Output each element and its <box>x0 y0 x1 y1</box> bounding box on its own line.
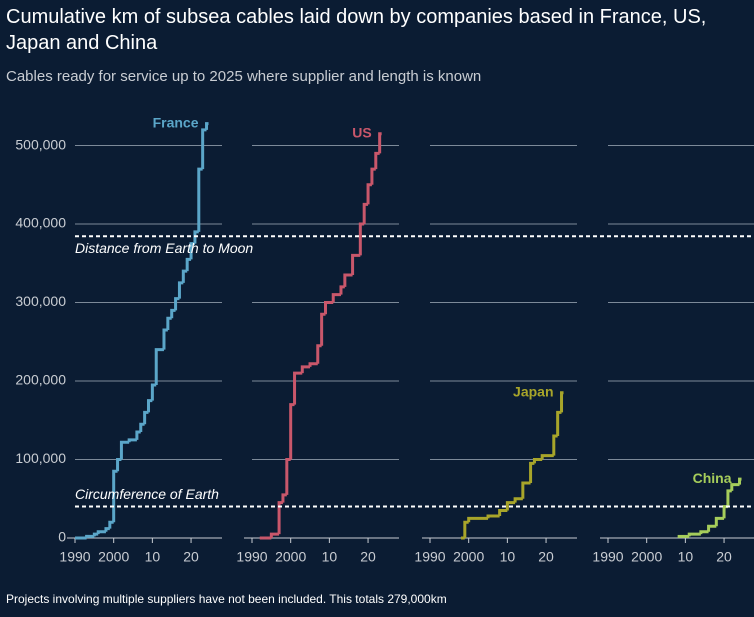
x-tick-label: 2000 <box>453 549 484 565</box>
step-segment <box>552 434 558 456</box>
step-segment <box>331 293 341 303</box>
y-tick-label: 300,000 <box>15 293 66 309</box>
step-segment <box>362 202 369 225</box>
step-segment <box>139 422 145 433</box>
step-segment <box>127 438 137 443</box>
x-tick-label: 10 <box>145 549 161 565</box>
step-segment <box>316 344 322 364</box>
step-segment <box>540 454 554 460</box>
x-tick-label: 1990 <box>236 549 267 565</box>
x-tick-label: 2000 <box>631 549 662 565</box>
x-tick-label: 2000 <box>98 549 129 565</box>
step-segment <box>154 348 164 385</box>
step-segment <box>374 151 380 170</box>
annotation-label: Distance from Earth to Moon <box>75 240 253 256</box>
x-tick-label: 1990 <box>592 549 623 565</box>
step-segment <box>135 430 141 440</box>
series-label: US <box>352 124 371 140</box>
x-tick-label: 20 <box>716 549 732 565</box>
step-segment <box>170 308 176 319</box>
step-segment <box>738 477 742 485</box>
chart-subtitle: Cables ready for service up to 2025 wher… <box>6 68 482 85</box>
step-segment <box>505 501 516 511</box>
step-segment <box>293 371 303 405</box>
step-segment <box>104 527 110 532</box>
x-tick-label: 20 <box>538 549 554 565</box>
step-segment <box>714 516 725 527</box>
step-segment <box>486 514 500 519</box>
step-segment <box>108 520 114 529</box>
step-segment <box>339 285 345 295</box>
footnote: Projects involving multiple suppliers ha… <box>6 592 447 606</box>
step-segment <box>96 530 106 535</box>
x-tick-label: 1990 <box>59 549 90 565</box>
step-segment <box>498 509 508 517</box>
step-segment <box>201 128 207 170</box>
step-segment <box>463 520 469 538</box>
step-segment <box>185 257 192 272</box>
step-segment <box>560 391 564 413</box>
step-segment <box>119 440 130 460</box>
y-tick-label: 0 <box>58 529 66 545</box>
step-segment <box>197 167 203 232</box>
series-label: China <box>693 470 732 486</box>
step-segment <box>300 365 311 374</box>
step-segment <box>366 183 372 205</box>
step-segment <box>513 497 523 503</box>
series-label: Japan <box>513 383 553 399</box>
annotation-label: Circumference of Earth <box>75 486 219 502</box>
step-segment <box>193 230 199 244</box>
step-segment <box>378 132 382 154</box>
step-segment <box>205 122 209 130</box>
step-segment <box>181 269 188 283</box>
step-segment <box>529 461 535 484</box>
x-tick-label: 10 <box>322 549 338 565</box>
step-segment <box>467 516 489 523</box>
step-segment <box>150 383 157 401</box>
x-tick-label: 10 <box>500 549 516 565</box>
x-tick-label: 2000 <box>275 549 306 565</box>
step-segment <box>351 253 361 276</box>
step-segment <box>722 505 728 519</box>
step-segment <box>285 458 291 495</box>
step-segment <box>289 403 295 460</box>
step-segment <box>343 273 353 287</box>
step-segment <box>707 524 717 532</box>
step-segment <box>143 410 149 425</box>
step-segment <box>147 399 153 413</box>
step-segment <box>699 530 709 535</box>
step-segment <box>85 534 95 538</box>
step-segment <box>174 297 180 311</box>
step-segment <box>730 483 740 491</box>
step-segment <box>687 532 701 537</box>
step-segment <box>116 458 122 472</box>
step-segment <box>281 493 287 503</box>
step-segment <box>726 489 732 507</box>
x-tick-label: 10 <box>678 549 694 565</box>
y-tick-label: 200,000 <box>15 372 66 388</box>
y-tick-label: 400,000 <box>15 215 66 231</box>
step-segment <box>92 532 99 537</box>
series-label: France <box>153 114 199 130</box>
step-segment <box>269 532 280 538</box>
step-segment <box>320 312 326 346</box>
step-segment <box>162 328 168 350</box>
step-segment <box>324 301 334 315</box>
step-segment <box>532 458 543 464</box>
x-tick-label: 20 <box>360 549 376 565</box>
step-segment <box>521 481 531 499</box>
x-tick-label: 20 <box>183 549 199 565</box>
x-tick-label: 1990 <box>414 549 445 565</box>
y-tick-label: 100,000 <box>15 450 66 466</box>
step-segment <box>370 167 376 185</box>
step-segment <box>177 281 184 299</box>
step-segment <box>166 316 172 330</box>
step-segment <box>556 410 562 436</box>
chart-title: Cumulative km of subsea cables laid down… <box>6 6 707 54</box>
y-tick-label: 500,000 <box>15 136 66 152</box>
step-segment <box>308 362 318 367</box>
step-segment <box>358 222 365 256</box>
